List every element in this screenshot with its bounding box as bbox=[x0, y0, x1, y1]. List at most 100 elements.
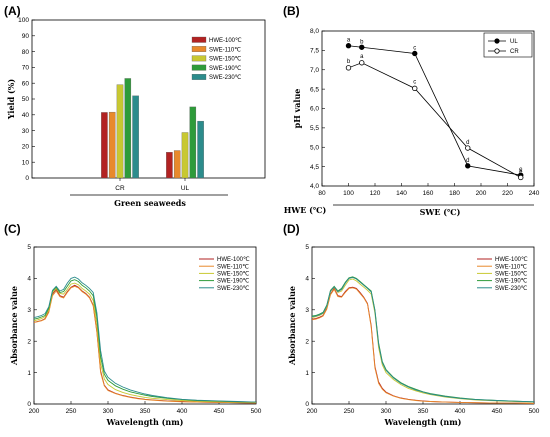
legend-box bbox=[483, 32, 533, 58]
ph-point-cr bbox=[412, 85, 418, 92]
significance-letter: d bbox=[466, 158, 469, 164]
x-tick-label: 200 bbox=[29, 408, 40, 415]
x-tick-label: 80 bbox=[318, 190, 326, 197]
significance-letter: b bbox=[360, 39, 364, 45]
x-tick-label: 200 bbox=[307, 408, 318, 415]
panel-label-c: (C) bbox=[4, 222, 21, 236]
y-axis-title: pH value bbox=[292, 89, 302, 129]
x-tick-label: 400 bbox=[177, 408, 188, 415]
significance-letter: a bbox=[360, 54, 364, 60]
absorbance-line-2 bbox=[33, 282, 257, 403]
ph-point-cr bbox=[359, 60, 365, 66]
absorbance-line-4 bbox=[33, 276, 257, 403]
x-tick-label: 300 bbox=[381, 408, 392, 415]
x-tick-label: 160 bbox=[423, 190, 434, 197]
bar-cr-3 bbox=[124, 78, 132, 179]
panel-label-b: (B) bbox=[283, 4, 300, 18]
legend-swatch bbox=[191, 74, 207, 80]
ph-line-cr bbox=[348, 62, 521, 178]
ph-point-ul bbox=[345, 43, 352, 49]
y-tick-label: 0 bbox=[25, 175, 29, 182]
x-axis-title-hwe: HWE (℃) bbox=[284, 205, 327, 215]
x-tick-label: 220 bbox=[502, 190, 513, 197]
x-tick-label: 300 bbox=[103, 408, 114, 415]
ph-line-chart: 4,0 4,5 5,0 5,5 6,0 6,5 7,0 7,5 8,0 80 100 120 140 16… bbox=[284, 28, 540, 217]
significance-letter: e bbox=[519, 167, 523, 173]
y-tick-label: 1 bbox=[305, 370, 309, 377]
y-axis-title: Absorbance value bbox=[287, 286, 297, 366]
y-tick-label: 3 bbox=[305, 307, 309, 314]
x-tick-label: 350 bbox=[140, 408, 151, 415]
x-tick-label: 350 bbox=[418, 408, 429, 415]
y-tick-label: 2 bbox=[27, 338, 31, 345]
y-axis-title: Yield (%) bbox=[6, 79, 16, 121]
bar-ul-4 bbox=[197, 120, 204, 179]
absorbance-line-4 bbox=[311, 277, 535, 403]
legend-swatch bbox=[191, 55, 207, 62]
legend-label: SWE-110℃ bbox=[209, 47, 241, 53]
bar-cr-1 bbox=[108, 111, 116, 179]
y-tick-label: 60 bbox=[22, 80, 30, 87]
y-tick-label: 30 bbox=[22, 128, 30, 135]
legend-label: HWE-100℃ bbox=[495, 257, 528, 263]
x-tick-label: 250 bbox=[344, 408, 355, 415]
y-tick-label: 50 bbox=[22, 96, 30, 103]
legend-label: HWE-100℃ bbox=[209, 38, 242, 44]
x-tick-label: 450 bbox=[214, 408, 225, 415]
legend-swatch bbox=[191, 36, 207, 43]
x-tick-label: 450 bbox=[492, 408, 503, 415]
legend-label: SWE-190℃ bbox=[209, 66, 242, 72]
panel-label-d: (D) bbox=[283, 222, 300, 236]
significance-letter: b bbox=[347, 59, 351, 65]
y-tick-label: 6,0 bbox=[310, 106, 319, 113]
bar-ul-3 bbox=[189, 106, 197, 179]
y-tick-label: 7,0 bbox=[310, 67, 319, 74]
y-tick-label: 20 bbox=[22, 144, 30, 151]
y-tick-label: 4 bbox=[27, 276, 31, 283]
legend-label: CR bbox=[510, 49, 519, 55]
legend-label: SWE-230℃ bbox=[495, 286, 528, 292]
legend-label: SWE-150℃ bbox=[217, 272, 250, 278]
significance-letter: e bbox=[519, 169, 523, 175]
legend-label: SWE-110℃ bbox=[217, 264, 249, 270]
legend-label: HWE-100℃ bbox=[217, 257, 250, 263]
y-tick-label: 4 bbox=[305, 276, 309, 283]
y-tick-label: 0 bbox=[27, 401, 31, 408]
y-tick-label: 4,5 bbox=[310, 164, 319, 171]
absorbance-line-0 bbox=[311, 286, 535, 404]
x-axis-title-swe: SWE (℃) bbox=[420, 207, 461, 217]
bar-cr-4 bbox=[132, 95, 139, 179]
absorbance-line-2 bbox=[311, 278, 535, 403]
bar-ul-0 bbox=[166, 152, 173, 179]
legend-label: SWE-230℃ bbox=[209, 75, 242, 81]
significance-letter: c bbox=[413, 79, 416, 85]
x-axis-title: Wavelength (nm) bbox=[384, 417, 462, 427]
y-tick-label: 10 bbox=[22, 159, 30, 166]
legend-swatch bbox=[191, 64, 207, 71]
y-axis-title: Absorbance value bbox=[9, 286, 19, 366]
legend-label: SWE-190℃ bbox=[495, 279, 528, 285]
legend-label: SWE-190℃ bbox=[217, 279, 250, 285]
x-tick-label: 200 bbox=[476, 190, 487, 197]
significance-letter: d bbox=[466, 140, 469, 146]
legend-label: SWE-150℃ bbox=[209, 57, 242, 63]
legend-label: SWE-230℃ bbox=[217, 286, 250, 292]
x-axis-title: Wavelength (nm) bbox=[106, 417, 184, 427]
ph-point-cr bbox=[465, 145, 471, 151]
y-tick-label: 3 bbox=[27, 307, 31, 314]
y-tick-label: 2 bbox=[305, 338, 309, 345]
y-tick-label: 1 bbox=[27, 370, 31, 377]
y-tick-label: 7,5 bbox=[310, 48, 319, 55]
x-tick-label: 140 bbox=[396, 190, 407, 197]
y-tick-label: 8,0 bbox=[310, 28, 319, 35]
ph-point-ul bbox=[465, 163, 471, 169]
legend-marker bbox=[494, 38, 500, 44]
y-tick-label: 5,5 bbox=[310, 125, 319, 132]
x-tick-label: CR bbox=[115, 185, 125, 192]
x-axis-title: Green seaweeds bbox=[114, 198, 186, 208]
y-tick-label: 5 bbox=[27, 244, 31, 251]
x-tick-label: 250 bbox=[66, 408, 77, 415]
ph-point-ul bbox=[412, 50, 418, 57]
significance-letter: a bbox=[347, 38, 351, 44]
